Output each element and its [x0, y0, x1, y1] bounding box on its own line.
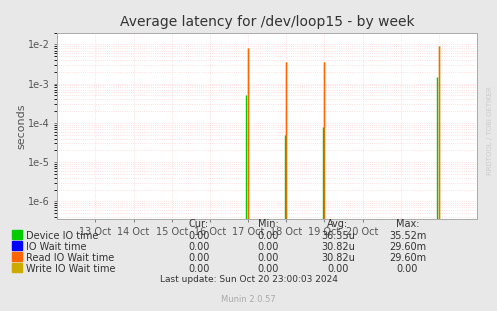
Text: 0.00: 0.00 [188, 242, 210, 252]
Text: Avg:: Avg: [328, 219, 348, 229]
Text: Last update: Sun Oct 20 23:00:03 2024: Last update: Sun Oct 20 23:00:03 2024 [160, 275, 337, 284]
Text: IO Wait time: IO Wait time [26, 242, 87, 252]
Text: 0.00: 0.00 [257, 231, 279, 241]
Text: 0.00: 0.00 [397, 264, 418, 274]
Text: 29.60m: 29.60m [389, 253, 426, 263]
Text: 30.82u: 30.82u [321, 242, 355, 252]
Y-axis label: seconds: seconds [16, 103, 26, 149]
Text: 0.00: 0.00 [257, 253, 279, 263]
Text: Write IO Wait time: Write IO Wait time [26, 264, 116, 274]
Text: Read IO Wait time: Read IO Wait time [26, 253, 115, 263]
Text: Max:: Max: [396, 219, 419, 229]
Text: Cur:: Cur: [189, 219, 209, 229]
Text: 0.00: 0.00 [188, 253, 210, 263]
Text: 0.00: 0.00 [257, 264, 279, 274]
Text: Min:: Min: [258, 219, 279, 229]
Text: Munin 2.0.57: Munin 2.0.57 [221, 295, 276, 304]
Text: RRDTOOL / TOBI OETIKER: RRDTOOL / TOBI OETIKER [487, 86, 493, 175]
Text: 35.52m: 35.52m [389, 231, 426, 241]
Text: 0.00: 0.00 [257, 242, 279, 252]
Text: 29.60m: 29.60m [389, 242, 426, 252]
Title: Average latency for /dev/loop15 - by week: Average latency for /dev/loop15 - by wee… [120, 15, 414, 29]
Text: 36.35u: 36.35u [321, 231, 355, 241]
Text: 0.00: 0.00 [188, 231, 210, 241]
Text: 0.00: 0.00 [327, 264, 349, 274]
Text: 30.82u: 30.82u [321, 253, 355, 263]
Text: Device IO time: Device IO time [26, 231, 99, 241]
Text: 0.00: 0.00 [188, 264, 210, 274]
